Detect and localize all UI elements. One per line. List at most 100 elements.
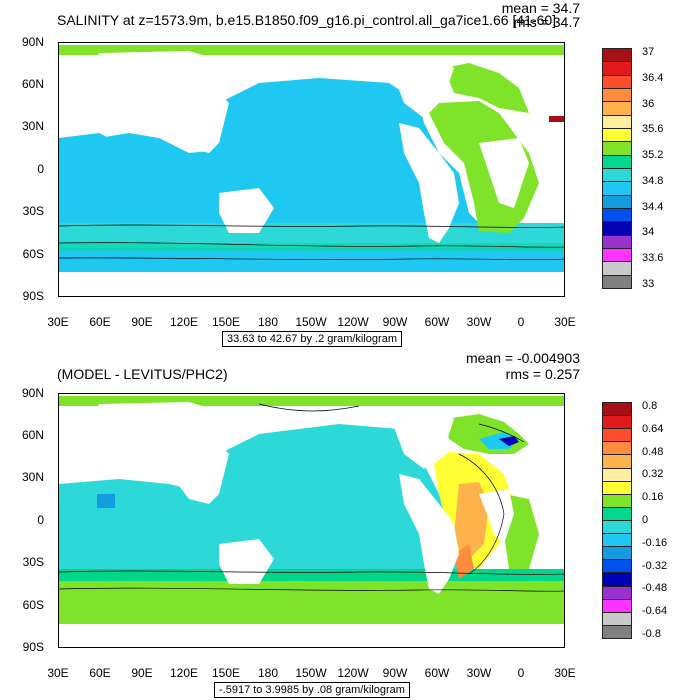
- colorbar-swatch: [602, 48, 632, 63]
- mean-value: mean = -0.004903: [465, 350, 580, 366]
- lat-label: 90S: [22, 640, 44, 654]
- lon-label: 60E: [89, 666, 111, 680]
- colorbar-label: 33: [642, 278, 655, 290]
- colorbar-swatch: [602, 248, 632, 263]
- lon-label: 150W: [295, 315, 327, 329]
- difference-panel: (MODEL - LEVITUS/PHC2) mean = -0.004903 …: [0, 350, 700, 700]
- colorbar-swatch: [602, 624, 632, 639]
- colorbar-label: 0.64: [642, 422, 664, 435]
- colorbar-swatch: [602, 101, 632, 116]
- colorbar-swatch: [602, 441, 632, 456]
- lon-label: 30E: [47, 315, 69, 329]
- colorbar-label: 35.2: [642, 149, 664, 162]
- colorbar-label: 0.32: [642, 468, 664, 481]
- colorbar-swatch: [602, 154, 632, 169]
- colorbar-label: 36.4: [642, 71, 664, 84]
- colorbar-swatch: [602, 598, 632, 613]
- colorbar-swatch: [602, 61, 632, 76]
- lon-label: 150E: [211, 315, 241, 329]
- lat-label: 30S: [22, 204, 44, 218]
- colorbar: 37 36.4 36 35.6 35.2 34.8 34.4 34 33.6 33: [602, 46, 663, 290]
- colorbar: 0.8 0.64 0.48 0.32 0.16 0 -0.16 -0.32 -0.48 -0.64…: [602, 400, 667, 640]
- salinity-panel: SALINITY at z=1573.9m, b.e15.B1850.f09_g…: [21, 0, 663, 347]
- colorbar-swatch: [602, 585, 632, 600]
- colorbar-swatch: [602, 428, 632, 443]
- colorbar-swatch: [602, 467, 632, 482]
- rms-value: rms = 0.257: [505, 366, 580, 382]
- lon-label: 0: [517, 666, 525, 680]
- colorbar-swatch: [602, 402, 632, 417]
- colorbar-label: -0.32: [642, 559, 668, 572]
- colorbar-swatch: [602, 611, 632, 626]
- colorbar-swatch: [602, 261, 632, 276]
- colorbar-swatch: [602, 194, 632, 209]
- difference-map: [58, 393, 565, 648]
- lon-label: 150E: [211, 666, 241, 680]
- colorbar-label: -0.64: [642, 605, 668, 618]
- lon-label: 90E: [131, 315, 153, 329]
- lon-label: 90E: [131, 666, 153, 680]
- lon-label: 30E: [554, 315, 576, 329]
- colorbar-swatch: [602, 168, 632, 183]
- colorbar-swatch: [602, 221, 632, 236]
- lat-label: 60S: [22, 598, 44, 612]
- colorbar-swatch: [602, 454, 632, 469]
- mean-value: mean = 34.7: [501, 0, 580, 16]
- panel-title: SALINITY at z=1573.9m, b.e15.B1850.f09_g…: [57, 12, 557, 28]
- lon-label: 120E: [169, 666, 199, 680]
- colorbar-label: 33.6: [642, 252, 664, 265]
- contour-range-label: 33.63 to 42.67 by .2 gram/kilogram: [222, 331, 402, 347]
- lat-label: 0: [37, 513, 44, 527]
- rms-value: rms = 34.7: [513, 14, 580, 30]
- lat-label: 60S: [22, 247, 44, 261]
- colorbar-label: 0.48: [642, 445, 664, 458]
- lon-label: 180: [257, 666, 279, 680]
- lon-label: 120E: [169, 315, 199, 329]
- lat-label: 30S: [22, 555, 44, 569]
- colorbar-swatch: [602, 415, 632, 430]
- colorbar-label: 34: [642, 226, 655, 239]
- lat-label: 90S: [22, 289, 44, 303]
- lon-label: 150W: [295, 666, 327, 680]
- lon-label: 60W: [424, 666, 450, 680]
- lon-label: 60W: [424, 315, 450, 329]
- colorbar-swatch: [602, 493, 632, 508]
- colorbar-swatch: [602, 74, 632, 89]
- panel-title: (MODEL - LEVITUS/PHC2): [57, 366, 228, 382]
- colorbar-label: 37: [642, 46, 655, 58]
- colorbar-swatch: [602, 559, 632, 574]
- lon-label: 30W: [466, 315, 492, 329]
- lon-label: 180: [257, 315, 279, 329]
- colorbar-label: 0.8: [642, 400, 658, 412]
- salinity-map: [58, 42, 565, 297]
- lat-label: 0: [37, 162, 44, 176]
- lat-label: 30N: [21, 470, 44, 484]
- lat-label: 60N: [21, 428, 44, 442]
- colorbar-swatch: [602, 88, 632, 103]
- colorbar-swatch: [602, 181, 632, 196]
- colorbar-swatch: [602, 274, 632, 289]
- colorbar-swatch: [602, 128, 632, 143]
- colorbar-swatch: [602, 533, 632, 548]
- colorbar-label: 0: [642, 514, 649, 526]
- colorbar-label: 34.8: [642, 174, 664, 187]
- colorbar-swatch: [602, 546, 632, 561]
- lon-label: 90W: [382, 315, 408, 329]
- lon-label: 30E: [47, 666, 69, 680]
- colorbar-label: -0.16: [642, 536, 668, 549]
- colorbar-label: -0.48: [642, 582, 668, 595]
- lon-label: 30W: [466, 666, 492, 680]
- lon-label: 0: [517, 315, 525, 329]
- lon-label: 60E: [89, 315, 111, 329]
- colorbar-label: -0.8: [642, 628, 661, 640]
- lat-label: 90N: [21, 35, 44, 49]
- lon-label: 120W: [337, 315, 369, 329]
- colorbar-swatch: [602, 506, 632, 521]
- lon-label: 120W: [337, 666, 369, 680]
- colorbar-swatch: [602, 114, 632, 129]
- colorbar-swatch: [602, 208, 632, 223]
- colorbar-swatch: [602, 141, 632, 156]
- lat-label: 30N: [21, 119, 44, 133]
- colorbar-label: 34.4: [642, 200, 664, 213]
- colorbar-swatch: [602, 234, 632, 249]
